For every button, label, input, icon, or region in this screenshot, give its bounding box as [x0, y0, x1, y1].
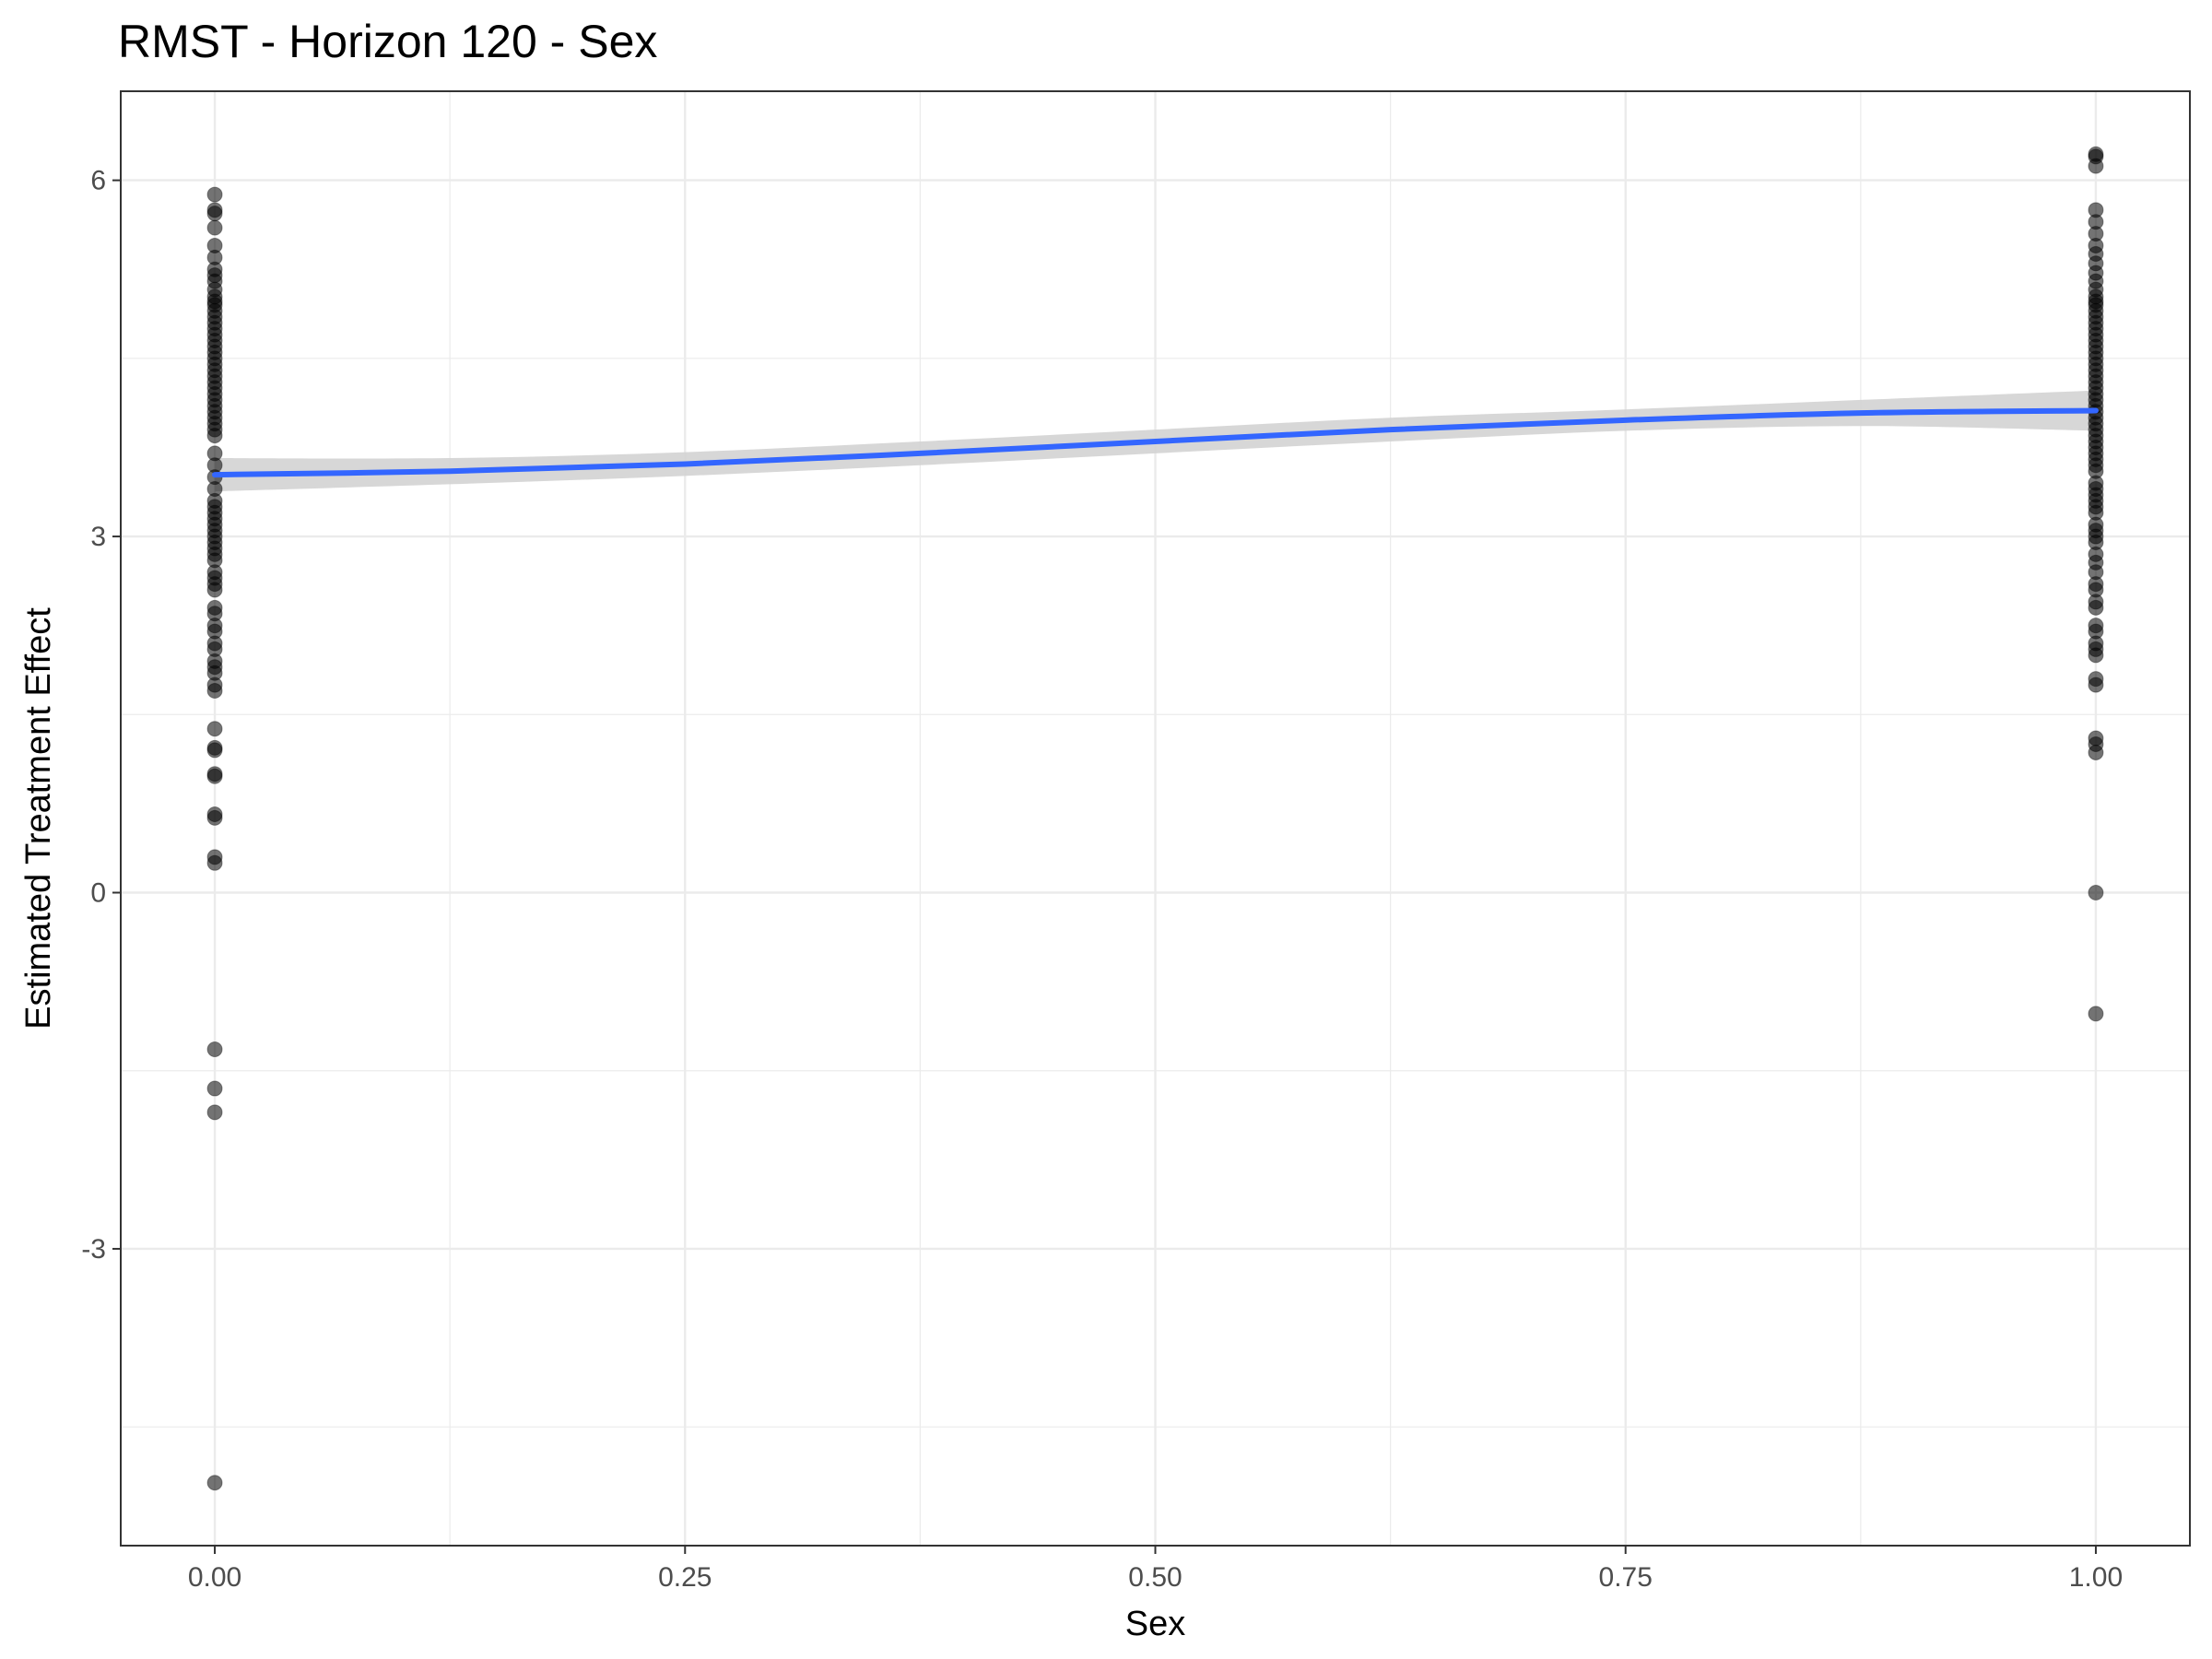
x-tick-label: 0.25: [658, 1562, 712, 1593]
y-tick-label: 0: [90, 878, 106, 909]
data-point: [2088, 885, 2104, 901]
data-point: [2088, 647, 2104, 664]
data-point: [206, 768, 223, 784]
data-point: [206, 721, 223, 737]
data-point: [206, 742, 223, 759]
data-point: [206, 219, 223, 236]
data-point: [2088, 158, 2104, 174]
data-point: [206, 582, 223, 598]
data-point: [206, 186, 223, 203]
points-layer: [206, 146, 2104, 1491]
x-tick-label: 1.00: [2069, 1562, 2123, 1593]
data-point: [206, 206, 223, 222]
x-axis-ticks: 0.00 0.25 0.50 0.75 1.00: [188, 1546, 2123, 1593]
y-tick-label: 3: [90, 522, 106, 552]
x-tick-label: 0.75: [1599, 1562, 1653, 1593]
data-point: [206, 809, 223, 826]
data-point: [2088, 745, 2104, 761]
smooth-line-layer: [212, 407, 2099, 478]
smooth-line: [212, 407, 2099, 478]
data-point: [206, 1080, 223, 1097]
y-axis-title: Estimated Treatment Effect: [19, 607, 58, 1030]
data-point: [2088, 1006, 2104, 1022]
data-point: [2088, 677, 2104, 693]
data-point: [206, 1041, 223, 1058]
x-axis-title: Sex: [1125, 1605, 1185, 1643]
data-point: [206, 1475, 223, 1491]
y-tick-label: -3: [81, 1234, 106, 1265]
data-point: [206, 854, 223, 871]
x-tick-label: 0.00: [188, 1562, 241, 1593]
data-point: [206, 428, 223, 444]
data-point: [2088, 599, 2104, 616]
y-tick-label: 6: [90, 166, 106, 196]
chart-title: RMST - Horizon 120 - Sex: [118, 16, 657, 67]
data-point: [206, 1104, 223, 1121]
data-point: [206, 683, 223, 700]
x-tick-label: 0.50: [1128, 1562, 1182, 1593]
y-axis-ticks: -3 0 3 6: [81, 166, 121, 1265]
